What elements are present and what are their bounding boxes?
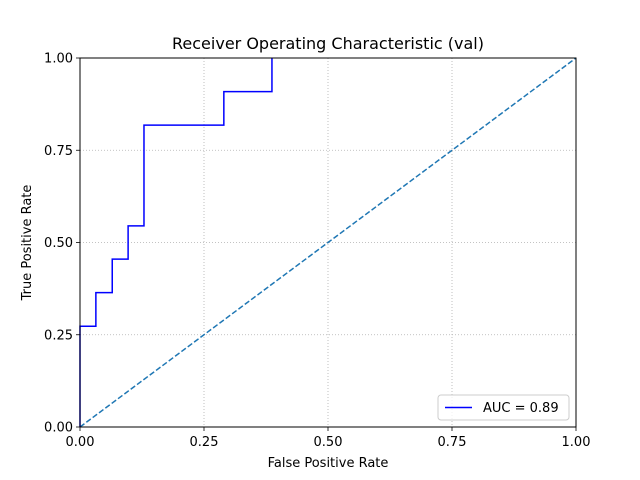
x-tick-label: 0.75 bbox=[438, 435, 467, 450]
x-tick-label: 1.00 bbox=[562, 435, 591, 450]
y-tick-label: 0.00 bbox=[44, 421, 73, 436]
legend: AUC = 0.89 bbox=[437, 394, 570, 421]
legend-box bbox=[437, 394, 570, 421]
y-tick-label: 0.25 bbox=[44, 328, 73, 343]
y-tick-label: 1.00 bbox=[44, 52, 73, 67]
x-tick-label: 0.00 bbox=[66, 435, 95, 450]
x-axis-label: False Positive Rate bbox=[268, 456, 389, 471]
y-tick-label: 0.50 bbox=[44, 236, 73, 251]
chance-diagonal-line bbox=[79, 57, 577, 428]
y-axis: 0.00 0.25 0.50 0.75 1.00 bbox=[44, 52, 80, 436]
plot-lines bbox=[79, 57, 577, 428]
chart-title: Receiver Operating Characteristic (val) bbox=[172, 34, 484, 53]
x-tick-label: 0.25 bbox=[190, 435, 219, 450]
x-axis: 0.00 0.25 0.50 0.75 1.00 bbox=[66, 427, 591, 450]
x-tick-label: 0.50 bbox=[314, 435, 343, 450]
y-axis-label: True Positive Rate bbox=[20, 185, 35, 302]
legend-label: AUC = 0.89 bbox=[483, 401, 559, 416]
y-tick-label: 0.75 bbox=[44, 144, 73, 159]
roc-curve-line bbox=[79, 58, 273, 427]
